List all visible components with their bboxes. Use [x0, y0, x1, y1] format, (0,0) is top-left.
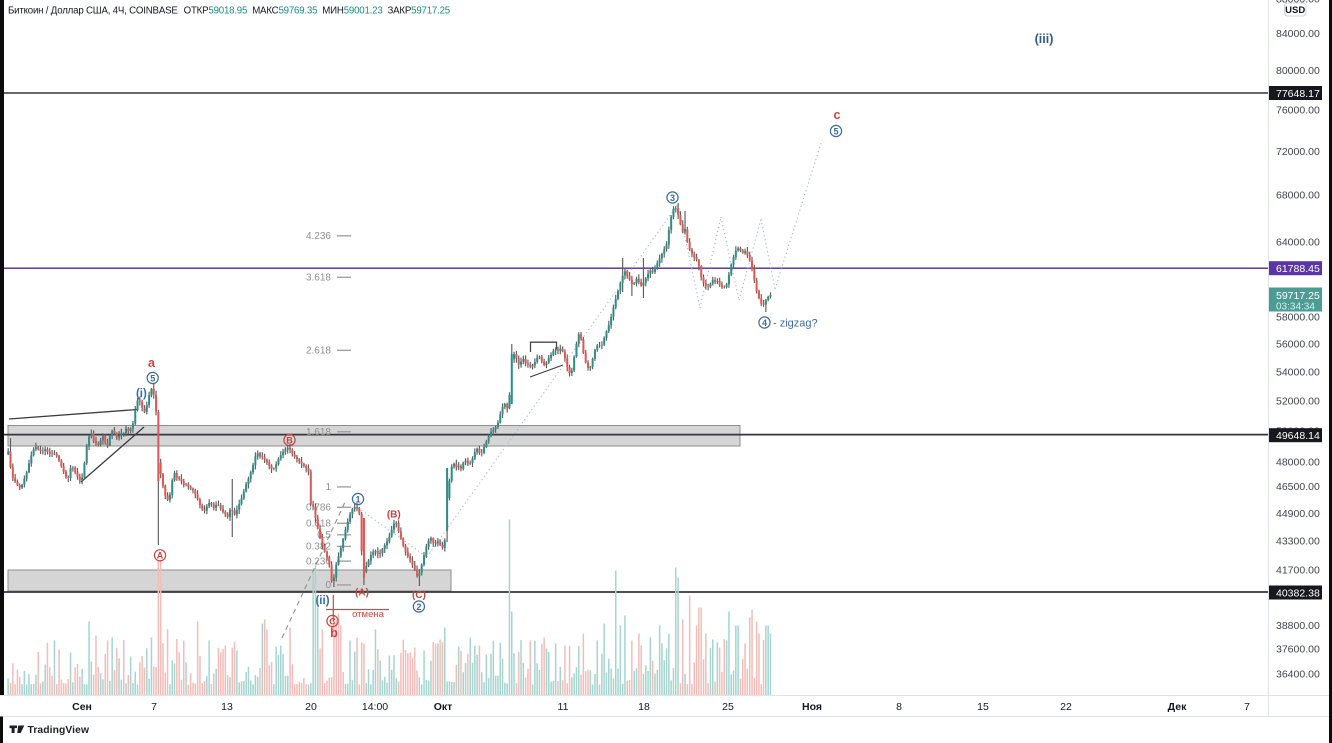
svg-text:49648.14: 49648.14	[1276, 430, 1320, 442]
svg-text:b: b	[330, 626, 338, 640]
svg-text:0.382: 0.382	[306, 542, 331, 553]
svg-text:Ноя: Ноя	[802, 701, 822, 713]
svg-text:USD: USD	[1285, 5, 1305, 16]
svg-text:13: 13	[221, 701, 233, 713]
svg-text:0: 0	[325, 580, 331, 591]
svg-text:2.618: 2.618	[306, 346, 331, 357]
svg-text:(C): (C)	[412, 590, 426, 601]
svg-text:(iii): (iii)	[1035, 32, 1054, 46]
svg-text:59717.25: 59717.25	[1276, 290, 1320, 302]
svg-text:52000.00: 52000.00	[1276, 395, 1320, 407]
svg-text:отмена: отмена	[352, 609, 384, 620]
svg-text:15: 15	[977, 701, 989, 713]
svg-text:76000.00: 76000.00	[1276, 105, 1320, 117]
svg-text:41700.00: 41700.00	[1276, 565, 1320, 577]
svg-text:C: C	[329, 616, 336, 626]
svg-text:25: 25	[722, 701, 734, 713]
svg-text:4.236: 4.236	[306, 231, 331, 242]
svg-text:22: 22	[1060, 701, 1072, 713]
svg-text:A: A	[157, 551, 164, 561]
svg-text:0.236: 0.236	[306, 556, 331, 567]
svg-text:1.618: 1.618	[306, 427, 331, 438]
svg-text:58000.00: 58000.00	[1276, 312, 1320, 324]
svg-text:18: 18	[638, 701, 650, 713]
svg-text:44900.00: 44900.00	[1276, 508, 1320, 520]
svg-text:54000.00: 54000.00	[1276, 366, 1320, 378]
svg-text:46500.00: 46500.00	[1276, 481, 1320, 493]
svg-text:1: 1	[355, 494, 360, 504]
svg-text:(A): (A)	[355, 588, 369, 599]
svg-text:Дек: Дек	[1168, 701, 1187, 713]
svg-text:5: 5	[150, 373, 155, 383]
svg-text:61788.45: 61788.45	[1276, 263, 1320, 275]
svg-text:0.786: 0.786	[306, 503, 331, 514]
svg-text:7: 7	[1244, 701, 1250, 713]
svg-text:3: 3	[670, 193, 675, 203]
svg-text:36400.00: 36400.00	[1276, 669, 1320, 681]
svg-text:(B): (B)	[387, 510, 401, 521]
svg-text:68000.00: 68000.00	[1276, 190, 1320, 202]
svg-text:Окт: Окт	[434, 701, 453, 713]
svg-text:11: 11	[558, 701, 569, 713]
svg-text:03:34:34: 03:34:34	[1276, 301, 1315, 312]
svg-text:37600.00: 37600.00	[1276, 644, 1320, 656]
svg-text:4: 4	[762, 318, 767, 328]
svg-text:0.5: 0.5	[317, 530, 331, 541]
svg-text:c: c	[834, 108, 841, 122]
svg-text:72000.00: 72000.00	[1276, 146, 1320, 158]
svg-text:3.618: 3.618	[306, 273, 331, 284]
svg-text:48000.00: 48000.00	[1276, 457, 1320, 469]
svg-text:56000.00: 56000.00	[1276, 339, 1320, 351]
svg-text:TradingView: TradingView	[28, 725, 90, 736]
svg-text:20: 20	[305, 701, 317, 713]
svg-text:(i): (i)	[136, 388, 147, 400]
svg-text:40382.38: 40382.38	[1276, 587, 1320, 599]
svg-text:77648.17: 77648.17	[1276, 88, 1320, 100]
svg-text:80000.00: 80000.00	[1276, 65, 1320, 77]
svg-text:38800.00: 38800.00	[1276, 620, 1320, 632]
svg-text:5: 5	[833, 126, 838, 136]
svg-text:a: a	[148, 356, 156, 370]
svg-text:- zigzag?: - zigzag?	[773, 318, 818, 330]
svg-text:Сен: Сен	[72, 701, 92, 713]
svg-text:(ii): (ii)	[315, 595, 329, 607]
svg-text:Биткоин / Доллар США, 4Ч, COIN: Биткоин / Доллар США, 4Ч, COINBASE ОТКР59…	[8, 6, 450, 17]
svg-text:1: 1	[325, 482, 331, 493]
svg-text:7: 7	[151, 701, 157, 713]
svg-text:B: B	[286, 435, 293, 445]
svg-text:8: 8	[896, 701, 902, 713]
svg-text:64000.00: 64000.00	[1276, 236, 1320, 248]
svg-text:14:00: 14:00	[362, 701, 388, 713]
svg-text:2: 2	[416, 602, 421, 612]
svg-text:84000.00: 84000.00	[1276, 28, 1320, 40]
svg-text:43300.00: 43300.00	[1276, 536, 1320, 548]
